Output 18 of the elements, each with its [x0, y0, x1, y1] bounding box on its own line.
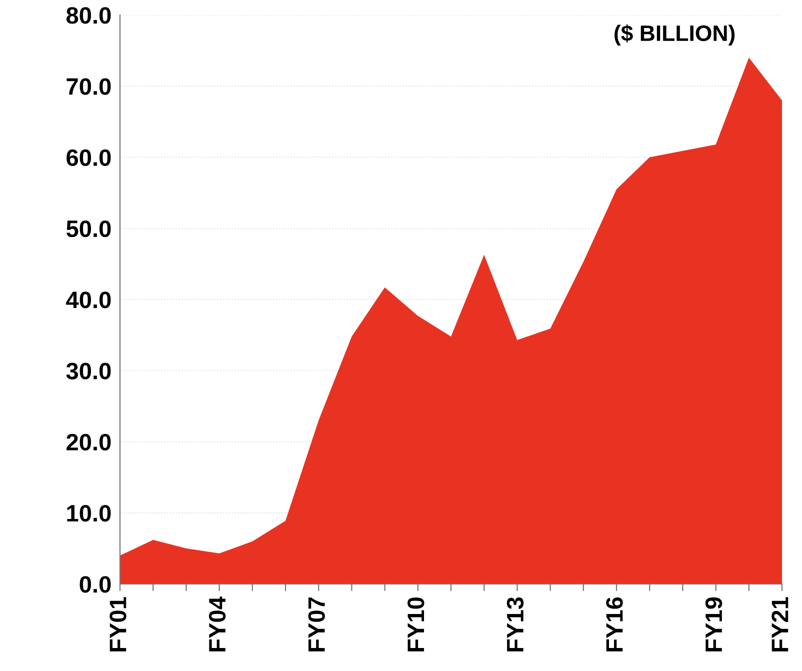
x-tick-label: FY21 [772, 597, 788, 652]
y-tick-label: 0.0 [80, 576, 111, 593]
y-tick-label: 80.0 [66, 7, 111, 24]
y-tick-label: 70.0 [66, 78, 111, 95]
y-tick-label: 10.0 [67, 504, 111, 522]
x-tick-label: FY01 [110, 597, 126, 652]
x-tick-label: FY19 [705, 597, 722, 652]
x-tick-label: FY16 [606, 597, 623, 652]
y-tick-label: 30.0 [66, 362, 111, 380]
y-tick-label: 20.0 [66, 434, 111, 451]
y-tick-label: 50.0 [66, 220, 111, 238]
y-tick-label: 40.0 [66, 292, 111, 308]
y-tick-label: 60.0 [66, 149, 111, 166]
x-tick-label: FY10 [408, 597, 424, 652]
x-tick-label: FY04 [208, 596, 226, 652]
x-tick-label: FY07 [308, 598, 325, 652]
annotation: ($ BILLION) [614, 24, 735, 46]
x-tick-label: FY13 [506, 597, 524, 652]
